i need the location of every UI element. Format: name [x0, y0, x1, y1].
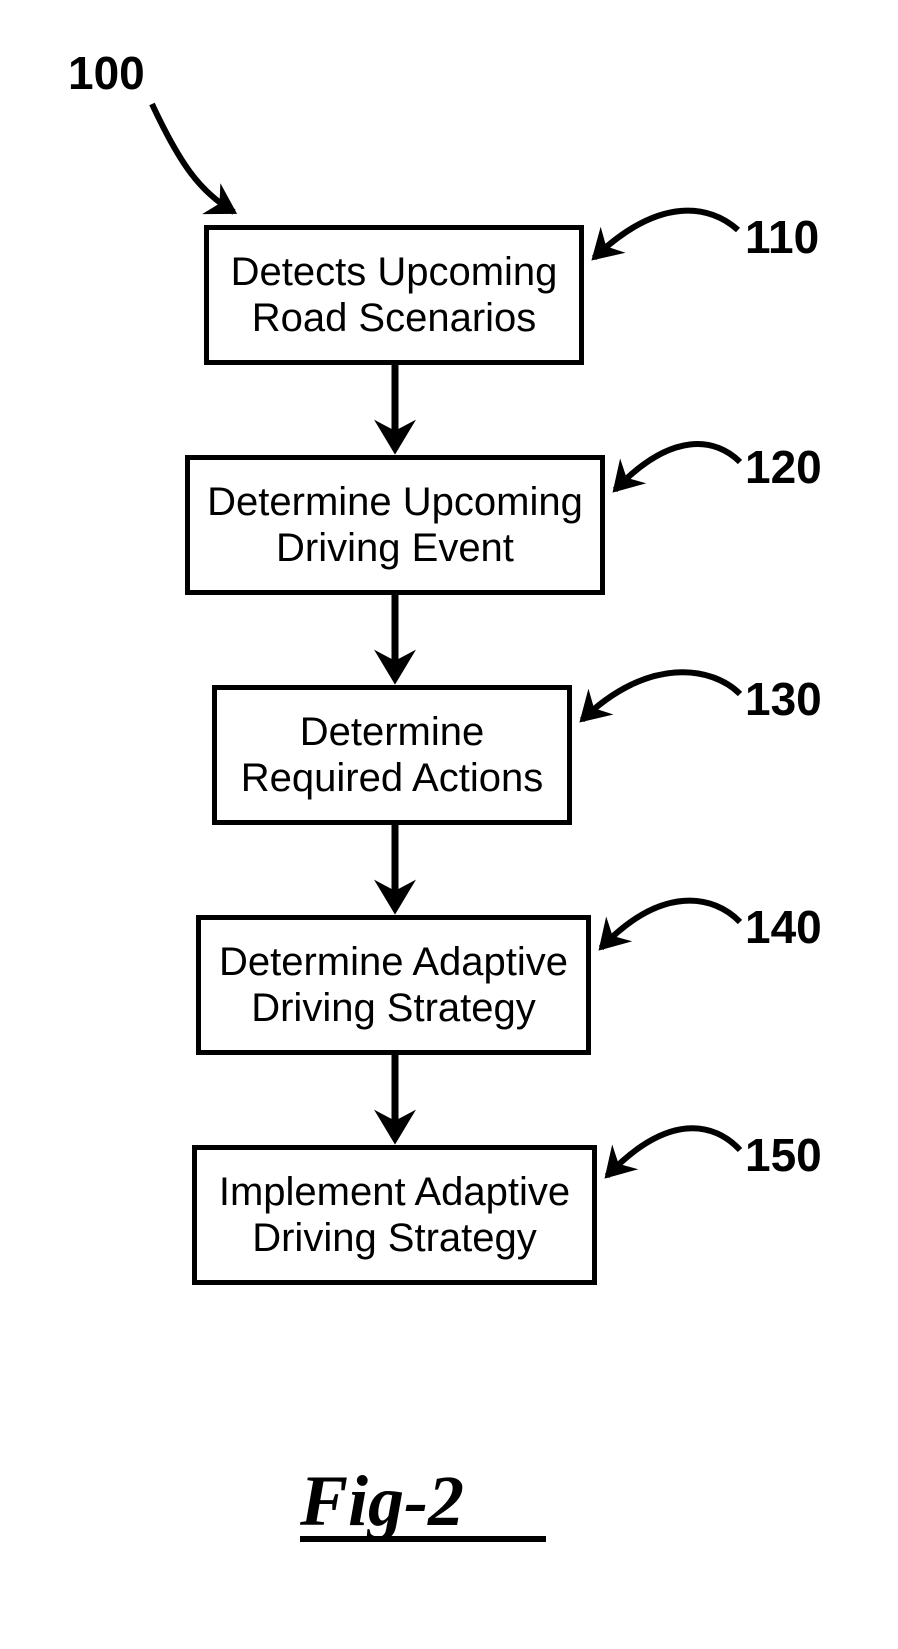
lead-130 [582, 672, 740, 720]
flow-box-120: Determine Upcoming Driving Event [185, 455, 605, 595]
figure-caption: Fig-2 [300, 1460, 464, 1543]
flow-box-110-text: Detects Upcoming Road Scenarios [225, 249, 564, 341]
flow-box-140-text: Determine Adaptive Driving Strategy [213, 939, 574, 1031]
lead-110 [594, 211, 738, 258]
flow-box-110: Detects Upcoming Road Scenarios [204, 225, 584, 365]
figure-canvas: 100 Detects Upcoming Road Scenarios 110 … [0, 0, 898, 1649]
lead-100 [152, 104, 234, 212]
flow-box-130-text: Determine Required Actions [235, 709, 549, 801]
ref-100-text: 100 [68, 47, 145, 99]
flow-box-130: Determine Required Actions [212, 685, 572, 825]
flow-box-150-text: Implement Adaptive Driving Strategy [213, 1169, 576, 1261]
ref-150: 150 [745, 1128, 822, 1182]
figure-caption-underline [300, 1536, 546, 1542]
ref-100: 100 [68, 46, 145, 100]
lead-120 [615, 444, 740, 490]
flow-box-150: Implement Adaptive Driving Strategy [192, 1145, 597, 1285]
lead-140 [601, 901, 740, 948]
lead-150 [607, 1128, 740, 1176]
flow-box-120-text: Determine Upcoming Driving Event [201, 479, 589, 571]
ref-110: 110 [745, 210, 819, 264]
flow-box-140: Determine Adaptive Driving Strategy [196, 915, 591, 1055]
ref-130: 130 [745, 672, 822, 726]
ref-120: 120 [745, 440, 822, 494]
ref-140: 140 [745, 900, 822, 954]
